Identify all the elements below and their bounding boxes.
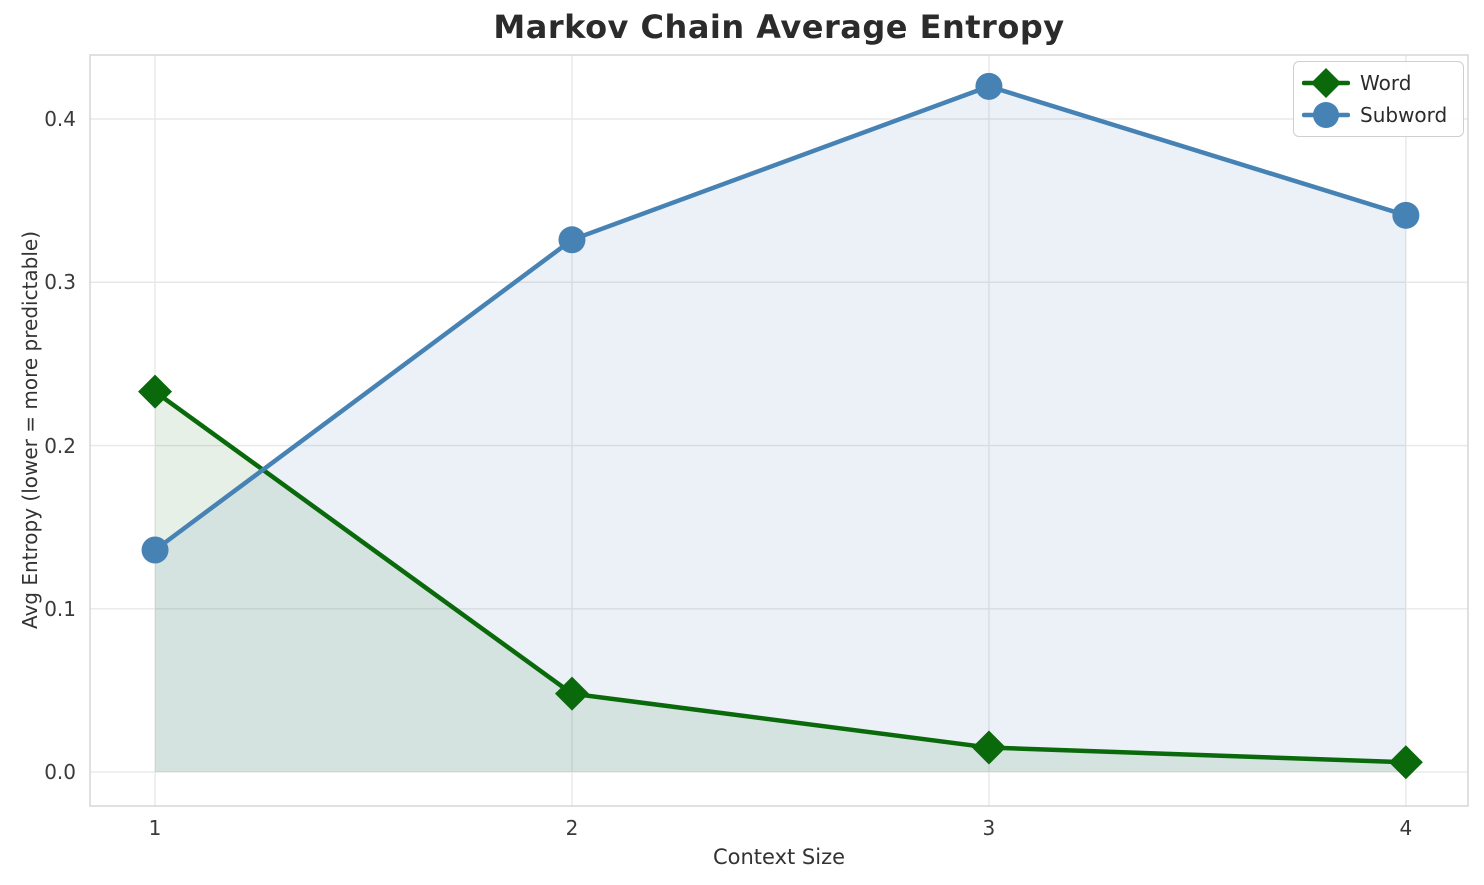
y-tick-label: 0.4: [44, 106, 76, 131]
y-axis-label: Avg Entropy (lower = more predictable): [18, 230, 42, 630]
legend-marker-diamond-icon: [1302, 68, 1350, 98]
marker-diamond-word: [138, 374, 173, 409]
marker-circle-subword: [558, 226, 586, 254]
marker-circle-subword: [1392, 201, 1420, 229]
marker-diamond-word: [554, 676, 589, 711]
x-tick-label: 1: [148, 816, 162, 840]
y-tick-label: 0.2: [44, 433, 76, 458]
x-tick-label: 4: [1399, 816, 1413, 840]
line-subword: [152, 84, 1409, 553]
area-fill-subword: [155, 86, 1406, 773]
axes-frame: [89, 54, 1469, 807]
legend-circle: [1313, 102, 1339, 128]
marker-circle-subword: [975, 72, 1003, 100]
marker-circle-subword: [141, 536, 169, 564]
legend-label: Subword: [1360, 103, 1448, 127]
marker-diamond-word: [1388, 745, 1423, 780]
chart-title: Markov Chain Average Entropy: [493, 8, 1065, 46]
legend-item-word: Word: [1302, 68, 1447, 98]
area-fill-word: [155, 391, 1406, 773]
y-tick-label: 0.0: [44, 760, 76, 785]
legend: Word Subword: [1293, 61, 1465, 137]
legend-item-subword: Subword: [1302, 100, 1447, 130]
legend-label: Word: [1360, 71, 1412, 95]
x-axis-label: Context Size: [712, 845, 846, 869]
x-tick-label: 3: [982, 816, 996, 840]
legend-marker-circle-icon: [1302, 102, 1350, 128]
legend-diamond: [1311, 68, 1341, 98]
y-tick-label: 0.1: [44, 596, 76, 621]
line-word: [152, 389, 1409, 765]
marker-diamond-word: [971, 730, 1006, 765]
x-tick-label: 2: [565, 816, 579, 840]
y-tick-label: 0.3: [44, 270, 76, 295]
